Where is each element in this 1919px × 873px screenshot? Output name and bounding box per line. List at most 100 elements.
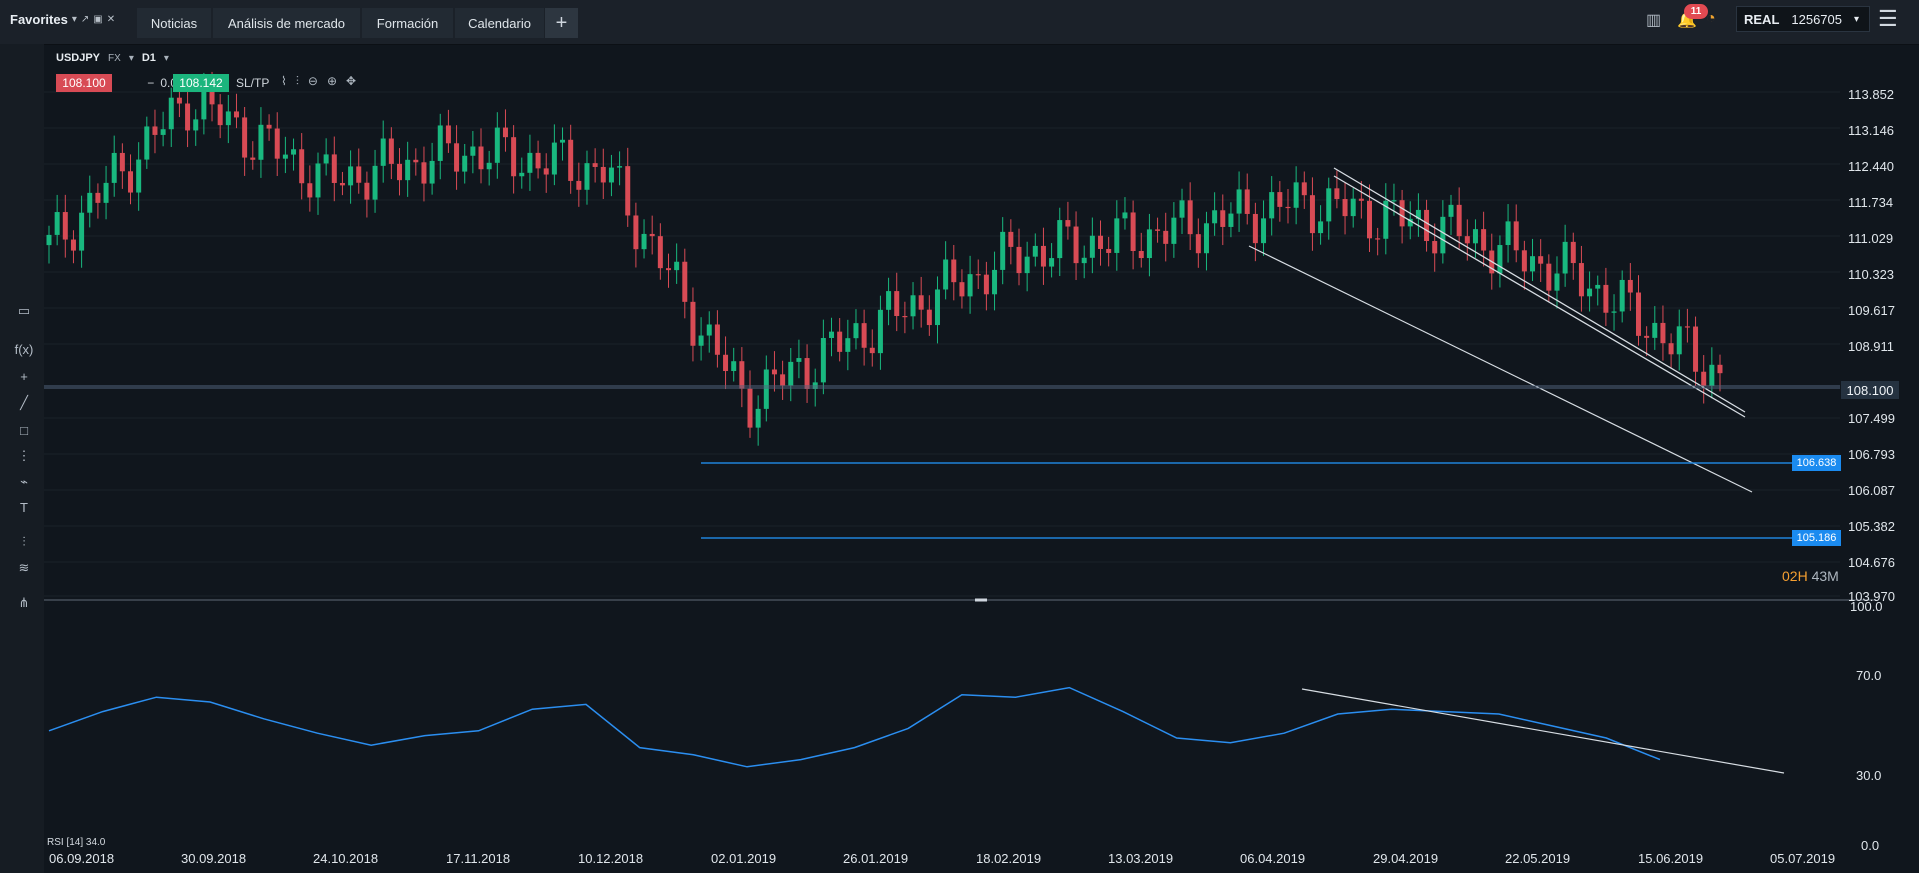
candle-body <box>527 152 533 173</box>
timeframe-label[interactable]: D1 <box>141 52 156 64</box>
line-tool-icon[interactable]: ╱ <box>20 395 28 410</box>
panel-icon[interactable]: ▭ <box>17 303 31 318</box>
hamburger-menu-icon[interactable]: ☰ <box>1878 6 1898 31</box>
bid-price-button[interactable]: 108.100 <box>56 74 112 92</box>
add-tab-button[interactable]: + <box>545 8 578 38</box>
fibonacci-icon[interactable]: ⋮ <box>17 448 31 463</box>
candle-body <box>1481 229 1487 251</box>
candle-body <box>1203 223 1209 254</box>
time-axis-label: 02.01.2019 <box>711 851 777 866</box>
candle-body <box>315 163 321 198</box>
candle-body <box>1530 256 1536 272</box>
market-label: FX <box>108 52 121 64</box>
candle-body <box>1709 364 1715 387</box>
candle-body <box>853 323 859 339</box>
candle-body <box>1040 245 1046 267</box>
account-selector[interactable]: REAL 1256705 ▾ <box>1736 6 1870 32</box>
candle-body <box>951 259 957 283</box>
candle-body <box>242 117 248 158</box>
rsi-indicator-label[interactable]: RSI [14] 34.0 <box>47 837 106 848</box>
candle-body <box>1309 195 1315 234</box>
text-tool-icon[interactable]: T <box>20 499 28 515</box>
candle-body <box>1635 292 1641 336</box>
chevron-down-icon[interactable]: ▾ <box>163 52 169 64</box>
indicators-icon[interactable]: ⫶ <box>22 534 26 549</box>
countdown-hours: 02H <box>1782 568 1808 584</box>
close-icon[interactable]: ✕ <box>106 13 116 25</box>
candle-body <box>372 165 378 200</box>
candle-body <box>975 274 981 276</box>
candle-body <box>1440 216 1446 254</box>
candle-body <box>144 126 150 160</box>
candle-body <box>299 149 305 184</box>
share-icon[interactable]: ⋔ <box>18 595 30 610</box>
candle-body <box>649 233 655 237</box>
candle-body <box>356 166 362 183</box>
zoom-in-icon[interactable]: ⊕ <box>326 74 337 88</box>
candle-body <box>274 128 280 159</box>
tab-noticias[interactable]: Noticias <box>137 8 211 38</box>
level-tag-2[interactable]: 105.186 <box>1792 530 1841 546</box>
candle-body <box>560 139 566 143</box>
countdown-minutes: 43M <box>1811 568 1839 584</box>
candle-body <box>682 261 688 302</box>
layers-icon[interactable]: ≋ <box>18 560 30 575</box>
candle-body <box>494 127 500 163</box>
time-axis-label: 30.09.2018 <box>181 851 247 866</box>
candle-body <box>714 324 720 355</box>
candle-body <box>1424 209 1430 242</box>
crosshair-icon[interactable]: + <box>20 368 28 384</box>
tab-calendario[interactable]: Calendario <box>455 8 544 38</box>
candle-body <box>1065 220 1071 227</box>
line-chart-icon[interactable]: ⌇ <box>281 74 287 88</box>
price-axis-label: 106.793 <box>1848 447 1895 462</box>
candle-body <box>1350 198 1356 217</box>
price-axis-label: 111.734 <box>1848 195 1894 210</box>
move-icon[interactable]: ✥ <box>346 74 357 88</box>
candle-body <box>160 129 166 135</box>
candle-body <box>185 103 191 131</box>
grid <box>44 91 1840 597</box>
rsi-line <box>48 686 1661 768</box>
ask-price-button[interactable]: 108.142 <box>173 74 229 92</box>
candle-body <box>1301 182 1307 196</box>
candle-body <box>1538 256 1544 264</box>
popout-icon[interactable]: ▣ <box>93 13 103 25</box>
favorites-label: Favorites <box>10 11 68 27</box>
candle-body <box>1163 230 1169 244</box>
candle-body <box>788 361 794 386</box>
chevron-down-icon[interactable]: ▾ <box>71 13 77 25</box>
favorites-menu[interactable]: Favorites ▾ ↗ ▣ ✕ <box>10 0 135 38</box>
time-axis-label: 10.12.2018 <box>578 851 644 866</box>
candle-body <box>413 159 419 163</box>
time-axis-label: 17.11.2018 <box>446 851 511 866</box>
sltp-toggle[interactable]: SL/TP <box>236 76 270 90</box>
candle-body <box>1456 204 1462 237</box>
candles-icon[interactable]: ⫶ <box>295 74 299 88</box>
candle-body <box>250 157 256 160</box>
symbol-label[interactable]: USDJPY <box>56 52 101 64</box>
candle-body <box>796 358 802 362</box>
candle-body <box>1195 234 1201 254</box>
tab-formacion[interactable]: Formación <box>362 8 453 38</box>
zoom-out-icon[interactable]: ⊖ <box>307 74 318 88</box>
chevron-down-icon[interactable]: ▾ <box>128 52 134 64</box>
candle-body <box>1668 343 1674 355</box>
rectangle-tool-icon[interactable]: □ <box>20 422 28 438</box>
sidebar-panel-icon[interactable]: ▥ <box>1646 12 1662 29</box>
pitchfork-icon[interactable]: ⌁ <box>20 474 28 489</box>
chevron-down-icon[interactable]: ▾ <box>1854 13 1860 25</box>
tab-analisis-de-mercado[interactable]: Análisis de mercado <box>213 8 360 38</box>
rsi-trendline <box>1301 688 1785 774</box>
candle-body <box>1252 213 1258 244</box>
time-axis-label: 13.03.2019 <box>1108 851 1174 866</box>
candle-body <box>266 124 272 129</box>
function-icon[interactable]: f(x) <box>14 341 34 357</box>
external-link-icon[interactable]: ↗ <box>80 13 90 25</box>
level-tag-1[interactable]: 106.638 <box>1792 455 1841 471</box>
candle-body <box>1008 231 1014 247</box>
candle-body <box>837 331 843 352</box>
spread-minus[interactable]: − <box>147 76 155 90</box>
price-axis-label: 104.676 <box>1848 555 1895 570</box>
